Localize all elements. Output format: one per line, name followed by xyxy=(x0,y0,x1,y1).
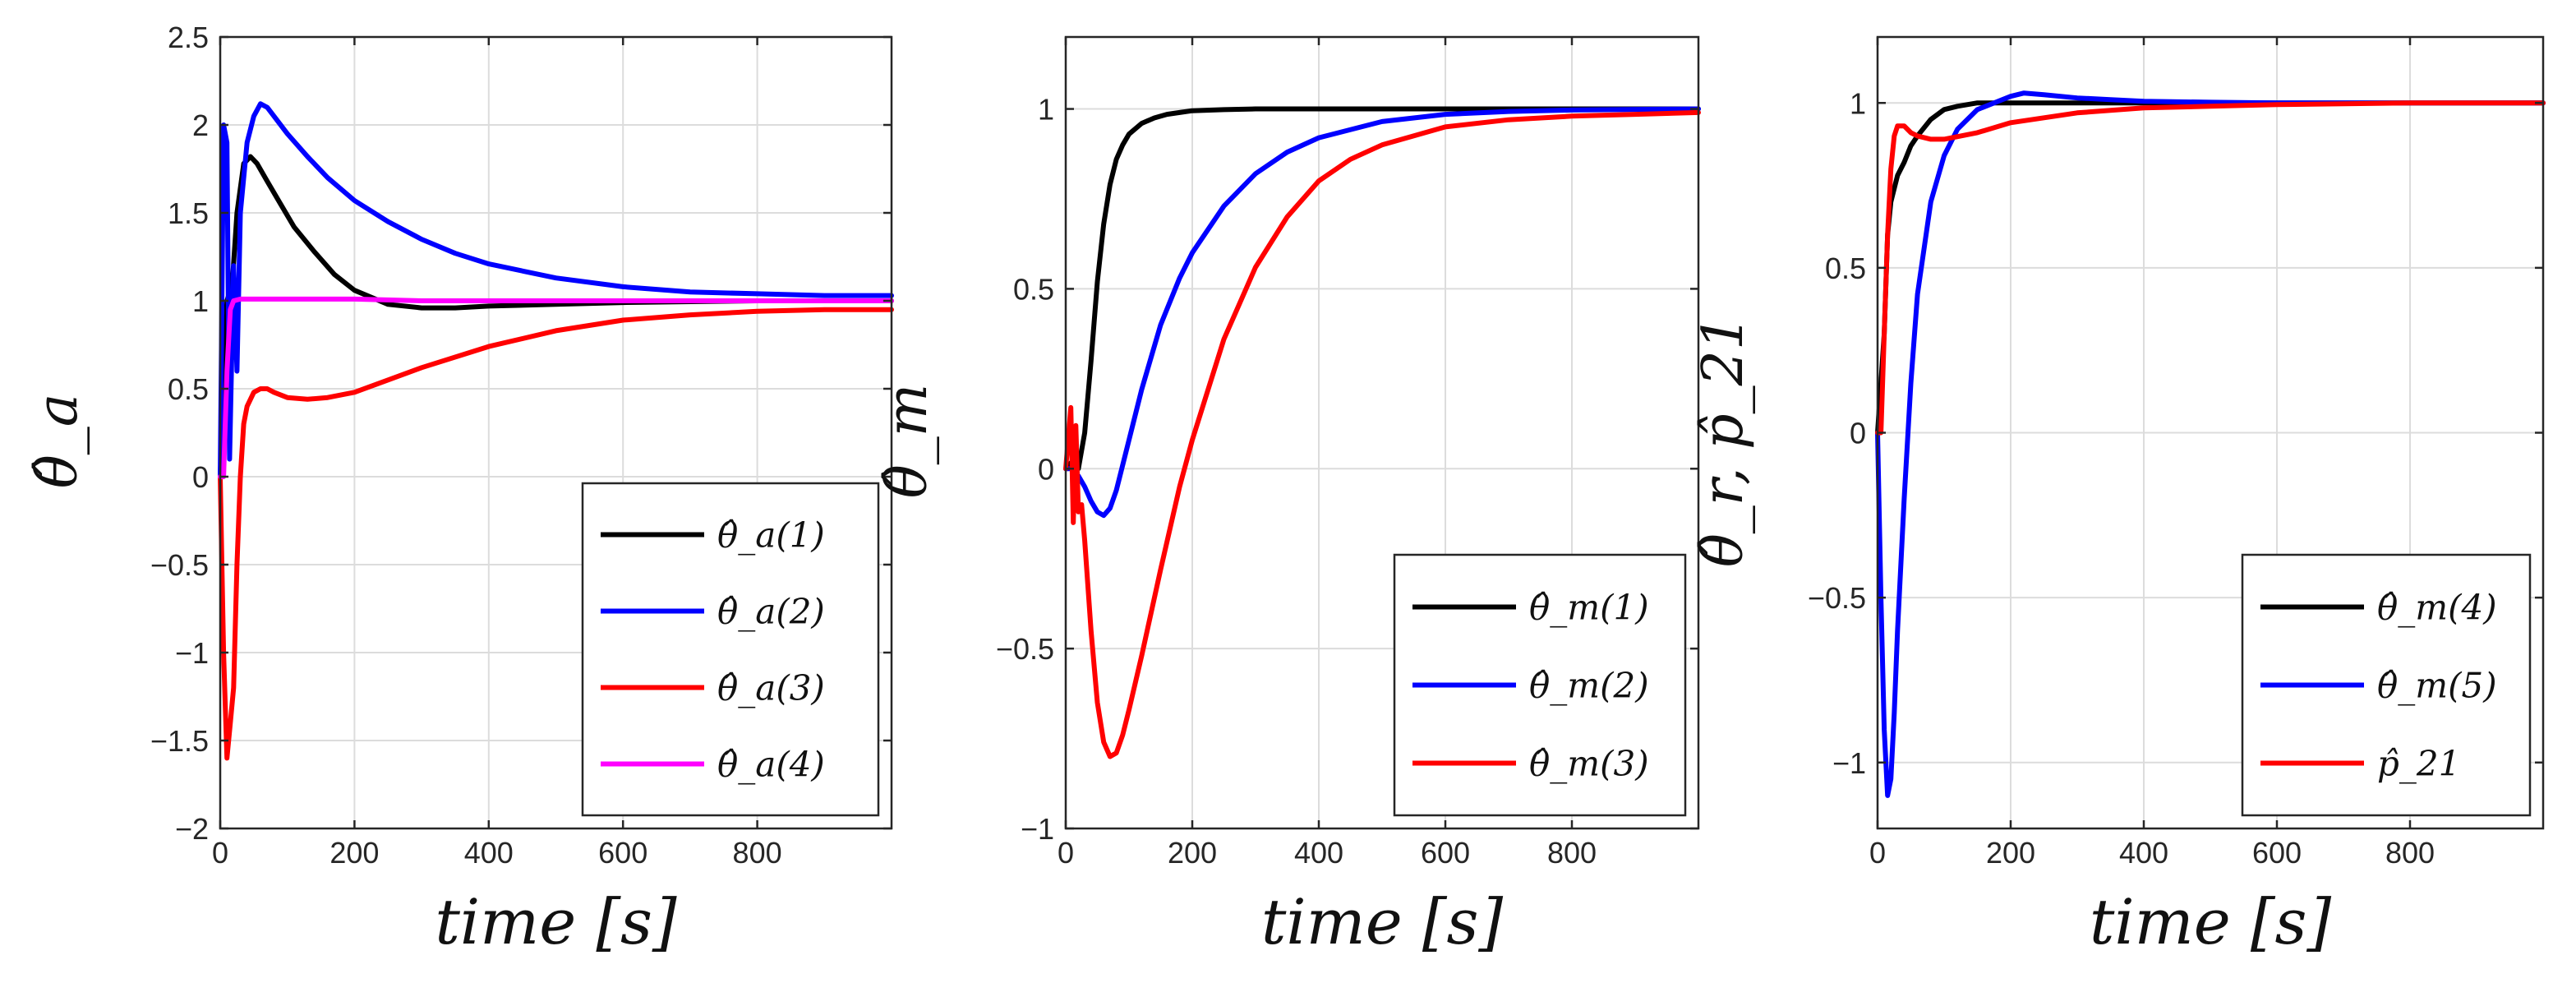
x-tick-label: 400 xyxy=(2119,836,2168,870)
y-tick-label: −1 xyxy=(1021,812,1054,846)
series-line-3 xyxy=(1063,109,1701,759)
subplot-m: 0 200 400 600 800 −1 −0.5 0 0.5 1 time [s] θ̂_m θ… xyxy=(875,35,1701,958)
legend-label: p̂_21 xyxy=(2377,744,2460,784)
y-tick-label: −1 xyxy=(175,636,209,670)
series-line-3 xyxy=(218,307,894,761)
x-tick-label: 400 xyxy=(464,836,514,870)
x-tick-label: 0 xyxy=(1869,836,1886,870)
y-tick-label: −0.5 xyxy=(150,548,209,582)
y-tick-label: 0 xyxy=(1850,417,1866,450)
y-tick-label: 1 xyxy=(1850,86,1866,120)
series-line-1 xyxy=(1063,106,1701,472)
y-axis-label: θ̂_a xyxy=(25,394,90,488)
legend-label: θ̂_a(2) xyxy=(717,592,825,632)
x-axis-label: time [s] xyxy=(1261,885,1504,958)
legend-label: θ̂_a(1) xyxy=(717,515,825,556)
x-tick-label: 600 xyxy=(1421,836,1470,870)
series-line-2 xyxy=(1063,106,1701,519)
series-line-3 xyxy=(1875,100,2546,436)
legend-label: θ̂_m(4) xyxy=(2377,588,2497,628)
y-tick-label: 0 xyxy=(1038,452,1054,486)
x-tick-label: 800 xyxy=(2385,836,2435,870)
series-line-4 xyxy=(218,296,894,479)
x-tick-label: 800 xyxy=(733,836,782,870)
x-axis-label: time [s] xyxy=(2090,885,2332,958)
y-tick-label: 0.5 xyxy=(168,372,209,406)
series-line-2 xyxy=(1875,90,2546,798)
legend-label: θ̂_m(1) xyxy=(1529,588,1649,628)
y-tick-label: −1 xyxy=(1832,746,1866,780)
x-tick-label: 0 xyxy=(1058,836,1074,870)
y-tick-label: 1 xyxy=(1038,93,1054,127)
x-tick-label: 600 xyxy=(598,836,647,870)
x-tick-label: 800 xyxy=(1547,836,1597,870)
y-tick-label: 1.5 xyxy=(168,196,209,230)
y-tick-label: −0.5 xyxy=(1808,581,1866,615)
y-axis-label: θ̂_m xyxy=(875,384,940,498)
legend-box xyxy=(581,482,880,817)
series-line-2 xyxy=(218,101,894,479)
plot-m-frame xyxy=(1064,35,1700,830)
y-tick-label: 0 xyxy=(192,460,209,494)
y-tick-label: 0.5 xyxy=(1825,252,1866,285)
x-tick-label: 0 xyxy=(212,836,228,870)
series-line-1 xyxy=(218,154,894,479)
y-tick-label: 2.5 xyxy=(168,21,209,54)
x-tick-label: 200 xyxy=(329,836,379,870)
y-tick-label: −1.5 xyxy=(150,724,209,758)
y-tick-label: 2 xyxy=(192,108,209,142)
x-axis-label: time [s] xyxy=(435,885,677,958)
subplot-r: 0 200 400 600 800 −1 −0.5 0 0.5 1 time [s] θ̂_r, … xyxy=(1691,35,2546,958)
y-tick-label: −0.5 xyxy=(996,632,1054,666)
y-tick-label: 0.5 xyxy=(1013,272,1054,306)
legend-label: θ̂_a(3) xyxy=(717,668,825,708)
x-tick-label: 200 xyxy=(1986,836,2035,870)
legend-label: θ̂_m(2) xyxy=(1529,666,1649,706)
y-tick-label: −2 xyxy=(175,812,209,846)
x-tick-label: 400 xyxy=(1294,836,1343,870)
y-tick-label: 1 xyxy=(192,284,209,318)
subplot-a: 0 200 400 600 800 −2 −1.5 −1 −0.5 0 0.5 1 1.5 2 2.5 ti… xyxy=(25,21,894,958)
y-axis-label: θ̂_r, p̂_21 xyxy=(1691,315,1756,567)
x-tick-label: 600 xyxy=(2252,836,2302,870)
x-tick-label: 200 xyxy=(1168,836,1217,870)
legend-label: θ̂_a(4) xyxy=(717,745,825,785)
plot-a-frame xyxy=(219,35,893,830)
legend-label: θ̂_m(5) xyxy=(2377,666,2497,706)
legend-label: θ̂_m(3) xyxy=(1529,744,1649,784)
